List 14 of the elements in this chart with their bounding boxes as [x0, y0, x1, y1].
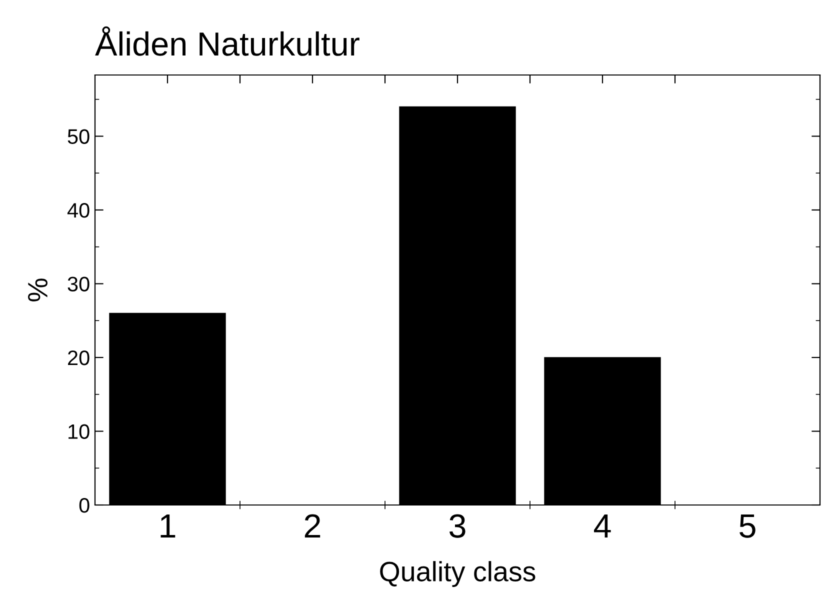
y-tick-label: 30	[68, 276, 90, 292]
y-axis-title: %	[28, 278, 48, 302]
x-tick-label: 4	[594, 514, 611, 538]
x-tick-label: 2	[304, 514, 320, 538]
chart-title: Åliden Naturkultur	[95, 26, 360, 56]
y-tick-label: 40	[67, 202, 90, 218]
x-tick-label: 3	[450, 514, 466, 538]
x-tick-label: 1	[160, 514, 176, 538]
y-tick-label: 20	[68, 350, 90, 366]
y-tick-label: 0	[79, 498, 90, 513]
x-axis-title: Quality class	[380, 561, 536, 587]
y-tick-label: 50	[68, 129, 90, 144]
y-tick-label: 10	[68, 424, 90, 439]
x-tick-label: 5	[740, 514, 756, 538]
